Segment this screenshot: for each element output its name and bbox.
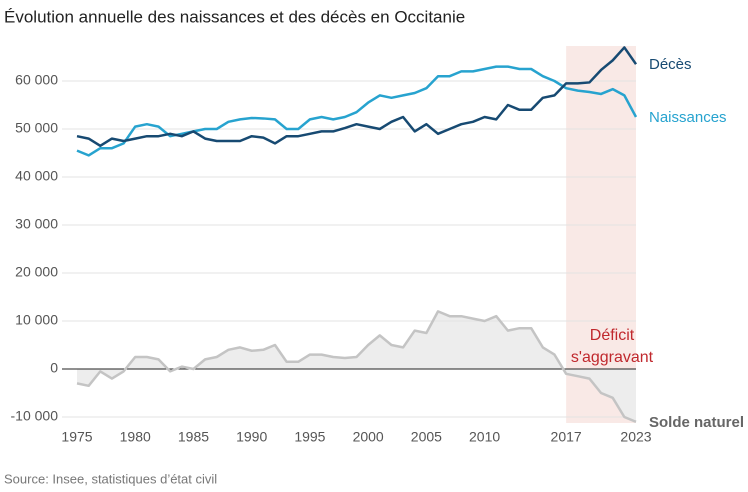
highlight-label-line: s'aggravant bbox=[571, 349, 654, 366]
series-label: Décès bbox=[649, 56, 692, 73]
series-line bbox=[76, 46, 638, 148]
y-tick-label: 30 000 bbox=[15, 216, 58, 232]
chart-title: Évolution annuelle des naissances et des… bbox=[4, 7, 465, 26]
y-tick-label: 40 000 bbox=[15, 168, 58, 184]
y-tick-label: 10 000 bbox=[15, 312, 58, 328]
series-line bbox=[76, 65, 638, 157]
series-label: Naissances bbox=[649, 109, 727, 126]
x-tick-label: 1980 bbox=[120, 429, 151, 445]
x-tick-label: 1975 bbox=[61, 429, 92, 445]
y-tick-label: 50 000 bbox=[15, 120, 58, 136]
highlight-band bbox=[566, 46, 636, 423]
x-tick-label: 1995 bbox=[294, 429, 325, 445]
highlight-label: Déficit s'aggravant bbox=[571, 327, 654, 366]
series-label: Solde naturel bbox=[649, 414, 744, 431]
y-tick-label: -10 000 bbox=[11, 408, 59, 424]
x-tick-label: 2017 bbox=[551, 429, 582, 445]
x-tick-label: 2000 bbox=[353, 429, 384, 445]
x-tick-label: 2005 bbox=[411, 429, 442, 445]
series-line bbox=[76, 310, 637, 423]
y-tick-label: 0 bbox=[50, 360, 58, 376]
source: Source: Insee, statistiques d’état civil bbox=[4, 471, 217, 486]
y-tick-label: 20 000 bbox=[15, 264, 58, 280]
x-tick-label: 1985 bbox=[178, 429, 209, 445]
x-tick-label: 2010 bbox=[469, 429, 500, 445]
x-tick-label: 1990 bbox=[236, 429, 267, 445]
x-tick-label: 2023 bbox=[620, 429, 651, 445]
y-tick-label: 60 000 bbox=[15, 72, 58, 88]
area bbox=[77, 311, 636, 422]
highlight-label-line: Déficit bbox=[590, 327, 635, 344]
